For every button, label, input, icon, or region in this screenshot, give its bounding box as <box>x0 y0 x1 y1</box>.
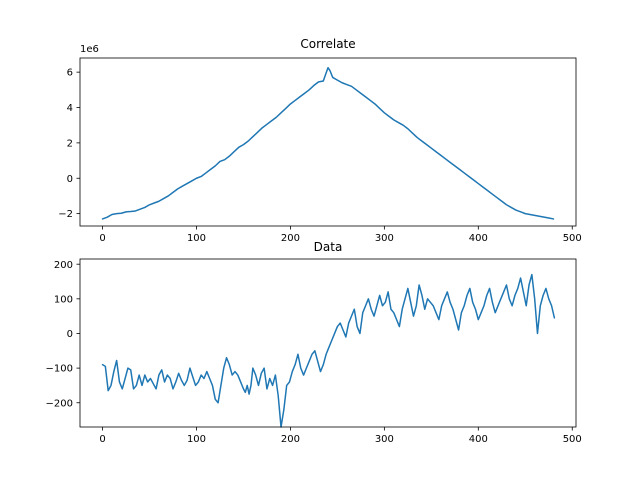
correlate-x-tick-label: 500 <box>563 233 582 244</box>
correlate-y-tick-label: 6 <box>67 68 73 79</box>
data-x-tick-label: 300 <box>375 434 394 445</box>
data-x-tick-label: 100 <box>187 434 206 445</box>
data-x-tick-label: 500 <box>563 434 582 445</box>
correlate-x-tick-label: 400 <box>469 233 488 244</box>
correlate-plot-area <box>101 66 555 220</box>
correlate-y-tick-label: 4 <box>67 103 73 114</box>
data-series-line-0 <box>101 273 556 428</box>
data-axis-frame <box>79 258 577 428</box>
correlate-x-tick-label: 200 <box>281 233 300 244</box>
correlate-y-scale-label: 1e6 <box>80 44 99 55</box>
data-x-tick-label: 400 <box>469 434 488 445</box>
correlate-x-tick-label: 0 <box>99 233 105 244</box>
correlate-axes: Correlate 1e6 0 100 200 300 400 500 −2 0 2 4 6 <box>58 37 582 244</box>
data-axes: Data 0 100 200 300 400 500 −200 −100 0 100 200 <box>46 240 582 445</box>
data-y-tick-label: −200 <box>46 398 73 409</box>
correlate-axis-frame <box>79 57 577 227</box>
data-x-tick-label: 0 <box>99 434 105 445</box>
correlate-series-line-0 <box>101 66 555 220</box>
data-y-tick-label: 0 <box>67 329 73 340</box>
correlate-title: Correlate <box>300 37 355 51</box>
data-y-tick-label: −100 <box>46 364 73 375</box>
data-plot-area <box>101 273 556 428</box>
correlate-y-tick-label: 2 <box>67 138 73 149</box>
correlate-y-tick-label: −2 <box>58 209 73 220</box>
data-y-tick-label: 200 <box>54 260 73 271</box>
correlate-x-tick-label: 100 <box>187 233 206 244</box>
data-y-tick-label: 100 <box>54 294 73 305</box>
data-title: Data <box>314 240 343 254</box>
correlate-y-tick-label: 0 <box>67 174 73 185</box>
data-x-tick-label: 200 <box>281 434 300 445</box>
correlate-x-tick-label: 300 <box>375 233 394 244</box>
